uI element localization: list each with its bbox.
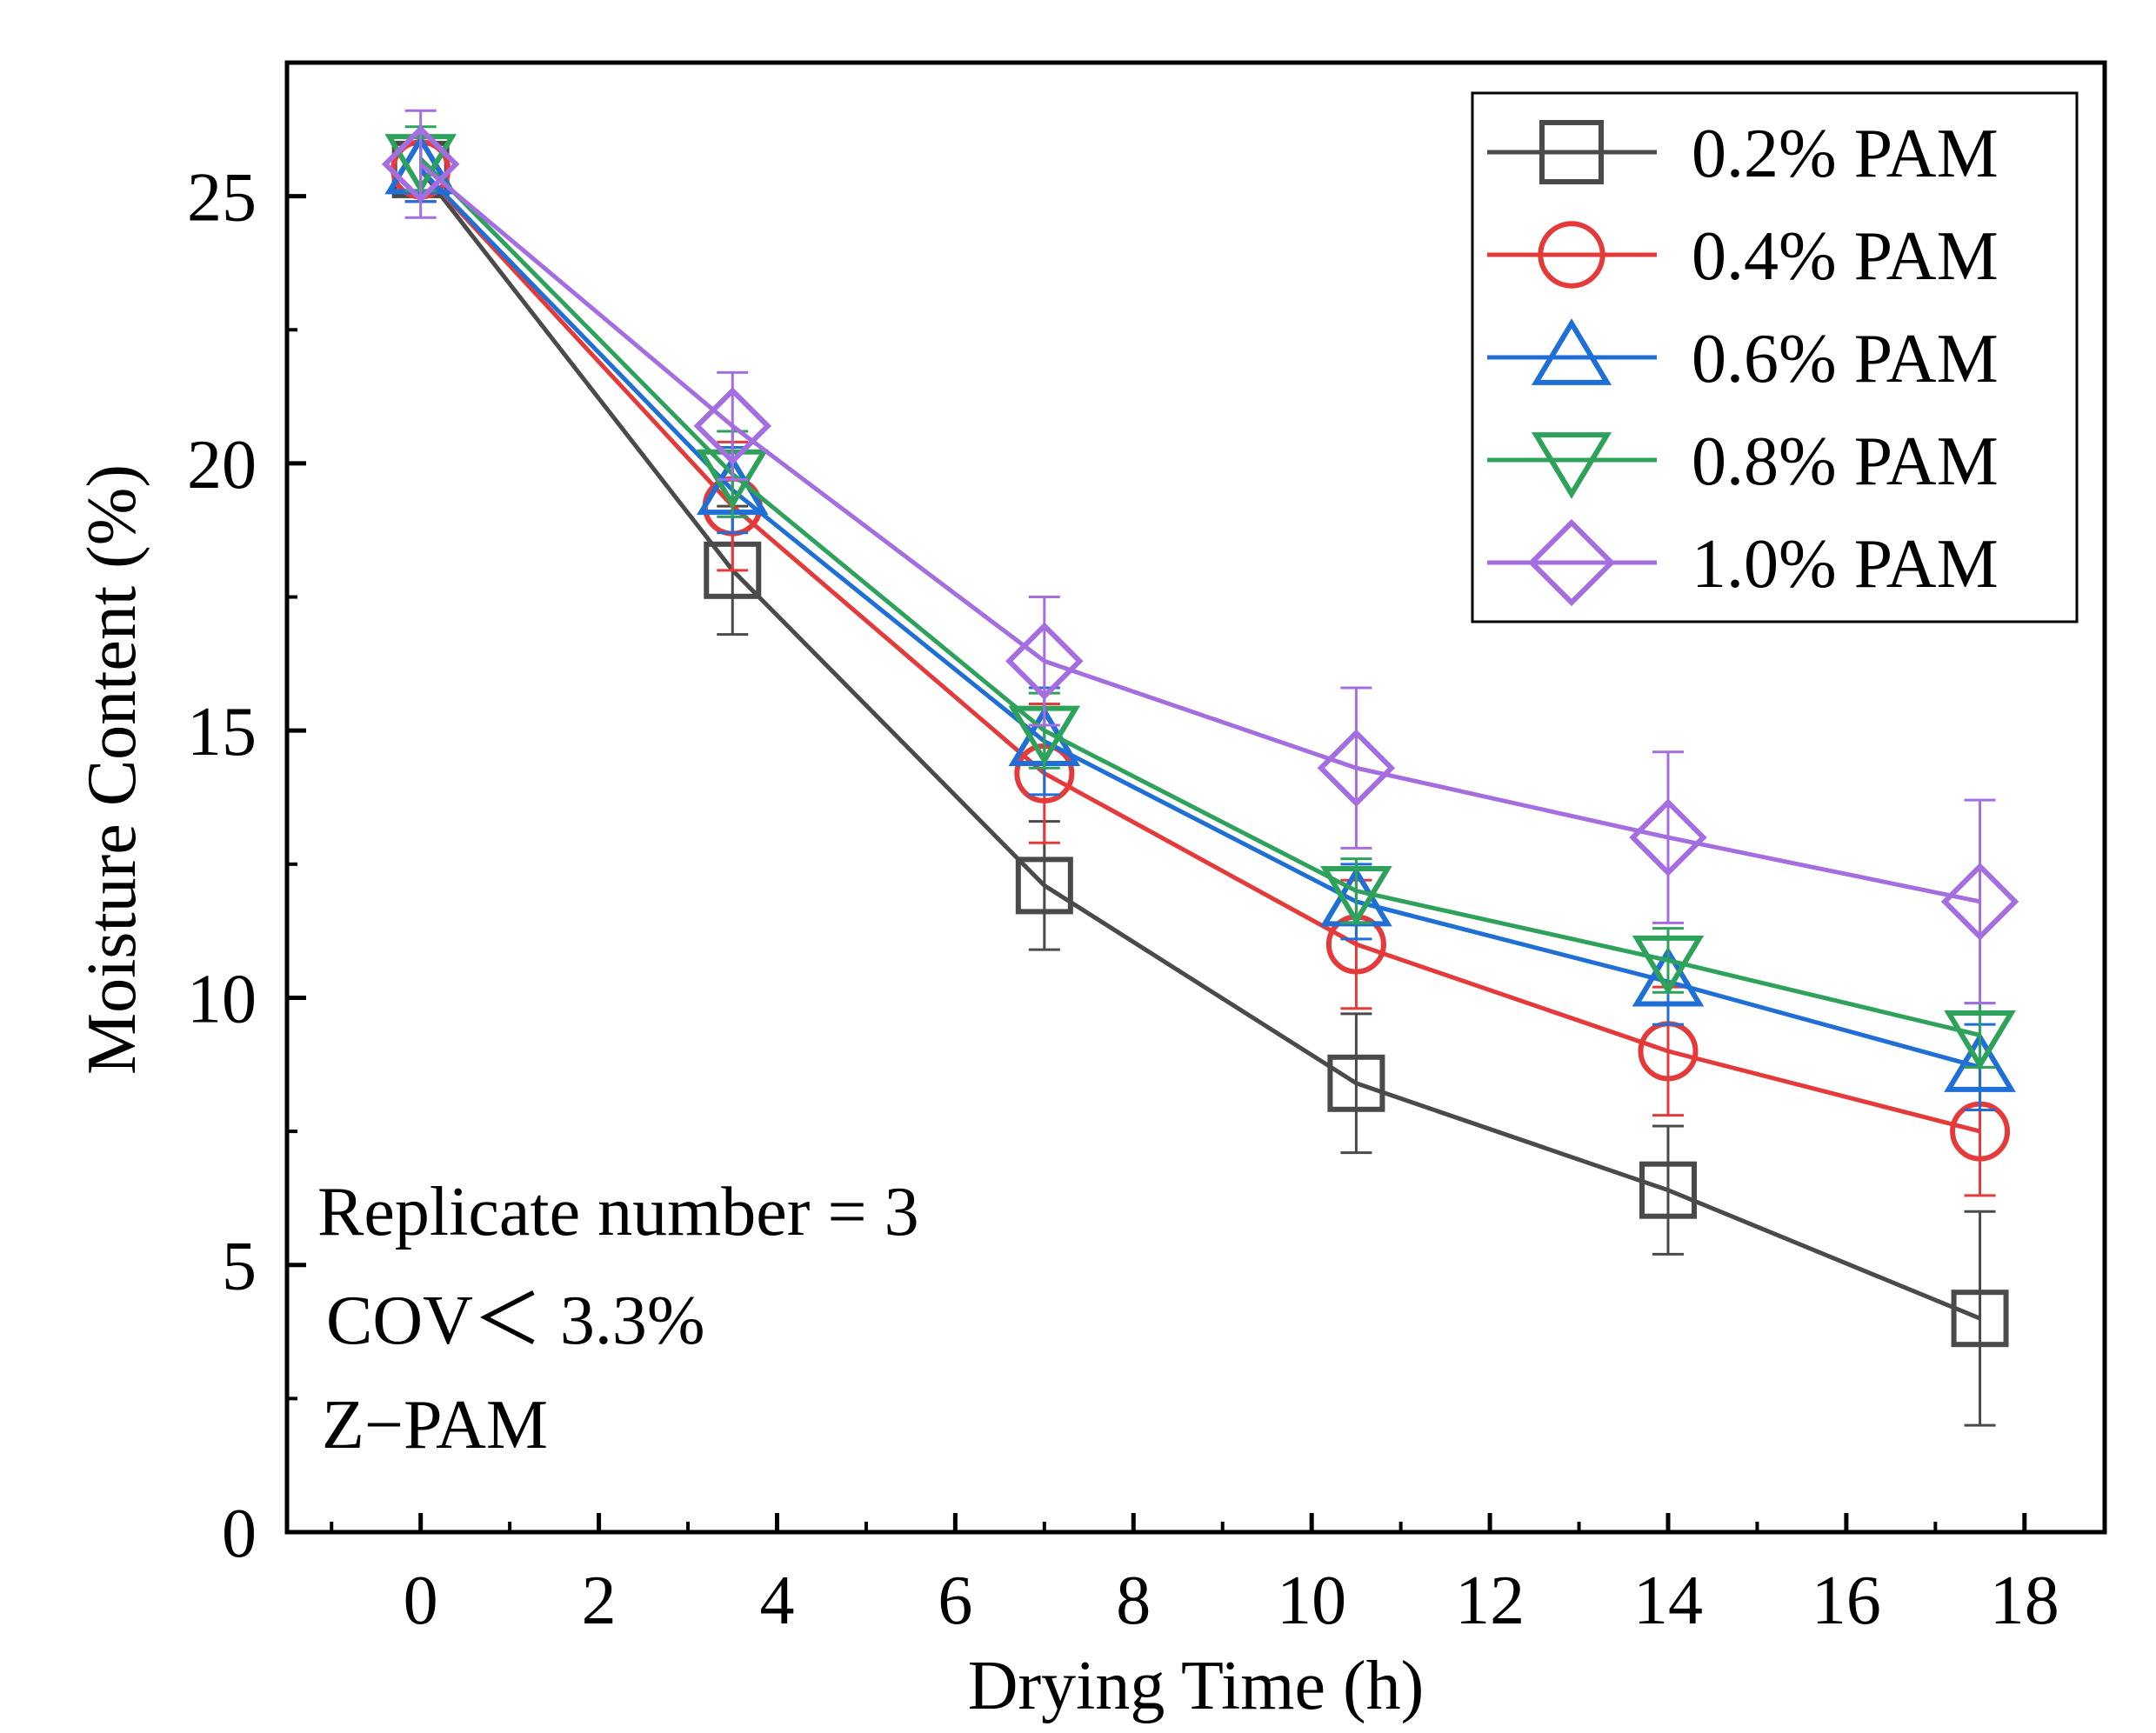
legend-marker-diamond	[1527, 518, 1616, 607]
data-point-triangle-down	[1632, 935, 1705, 996]
annotation-z-pam: Z−PAM	[322, 1387, 548, 1463]
x-tick-label: 0	[404, 1563, 438, 1639]
data-point-triangle-down	[1944, 1010, 2016, 1070]
data-point-square	[1639, 1161, 1697, 1219]
x-tick-label: 8	[1116, 1563, 1151, 1639]
x-tick-label: 2	[582, 1563, 617, 1639]
annotation-cov: COV＜ 3.3%	[326, 1283, 705, 1359]
series-line	[418, 168, 1981, 1134]
data-point-diamond	[381, 125, 460, 203]
series-1-0--pam	[381, 109, 2019, 1005]
legend-marker-triangle-down	[1531, 432, 1612, 499]
error-bar	[1652, 750, 1684, 924]
y-tick-label: 15	[187, 694, 257, 770]
data-point-square	[1327, 1054, 1385, 1112]
x-tick-label: 16	[1812, 1563, 1881, 1639]
error-bar	[1340, 1012, 1372, 1155]
legend-item: 0.8% PAM	[1487, 423, 1999, 500]
x-tick-label: 12	[1455, 1563, 1525, 1639]
error-bar	[1652, 1124, 1684, 1256]
y-axis-title: Moisture Content (%)	[74, 464, 150, 1075]
data-point-diamond	[1940, 863, 2019, 941]
plot-frame	[284, 60, 2107, 1535]
y-tick-label: 25	[187, 160, 257, 237]
legend-marker-triangle-up	[1531, 318, 1612, 385]
legend-marker-square	[1539, 120, 1604, 184]
legend-item: 0.4% PAM	[1487, 218, 1999, 295]
data-point-square	[1015, 857, 1073, 915]
legend-label: 0.2% PAM	[1692, 116, 1999, 192]
data-point-diamond	[1005, 622, 1084, 701]
error-bar	[1028, 596, 1060, 727]
data-point-triangle-up	[1944, 1032, 2016, 1092]
data-point-triangle-down	[1320, 866, 1392, 926]
data-point-diamond	[1629, 798, 1707, 876]
x-tick-label: 4	[759, 1563, 794, 1639]
legend-label: 0.6% PAM	[1692, 321, 1999, 397]
data-point-diamond	[693, 387, 771, 465]
x-tick-label: 6	[938, 1563, 972, 1639]
series-line	[418, 157, 1981, 1037]
x-axis-title: Drying Time (h)	[968, 1648, 1425, 1724]
series-line	[418, 168, 1981, 1321]
series-line	[419, 162, 1981, 904]
x-tick-label: 18	[1990, 1563, 2059, 1639]
series-layer	[381, 109, 2019, 1427]
data-point-triangle-up	[1632, 946, 1705, 1007]
x-tick-label: 14	[1633, 1563, 1703, 1639]
legend-label: 0.4% PAM	[1692, 218, 1999, 295]
data-point-diamond	[1317, 729, 1396, 807]
annotation-replicate: Replicate number = 3	[317, 1174, 919, 1250]
error-bar	[1340, 686, 1372, 850]
y-tick-label: 10	[187, 961, 257, 1037]
legend-item: 1.0% PAM	[1487, 518, 1999, 607]
data-point-square	[1951, 1290, 2009, 1348]
legend-marker-circle	[1538, 221, 1605, 289]
y-tick-label: 0	[222, 1496, 257, 1572]
series-line	[418, 168, 1981, 1070]
legend-label: 1.0% PAM	[1692, 526, 1999, 603]
y-tick-label: 20	[187, 427, 257, 503]
legend-item: 0.6% PAM	[1487, 318, 1999, 397]
error-bar	[1964, 798, 1996, 1005]
annotation-block: Replicate number = 3 COV＜ 3.3% Z−PAM	[317, 1174, 919, 1463]
legend-label: 0.8% PAM	[1692, 423, 1999, 500]
legend: 0.2% PAM 0.4% PAM 0.6% PAM 0.8% PAM 1.0% PAM	[1471, 91, 2079, 623]
legend-item: 0.2% PAM	[1487, 116, 1999, 192]
error-bar	[1964, 1210, 1996, 1427]
x-tick-label: 10	[1277, 1563, 1346, 1639]
axes: 0 2 4 6 8 10 12 14 16 18 0 5 10 15 20 25	[187, 61, 2059, 1639]
y-tick-label: 5	[222, 1229, 257, 1305]
series-0-2--pam	[391, 136, 2009, 1427]
